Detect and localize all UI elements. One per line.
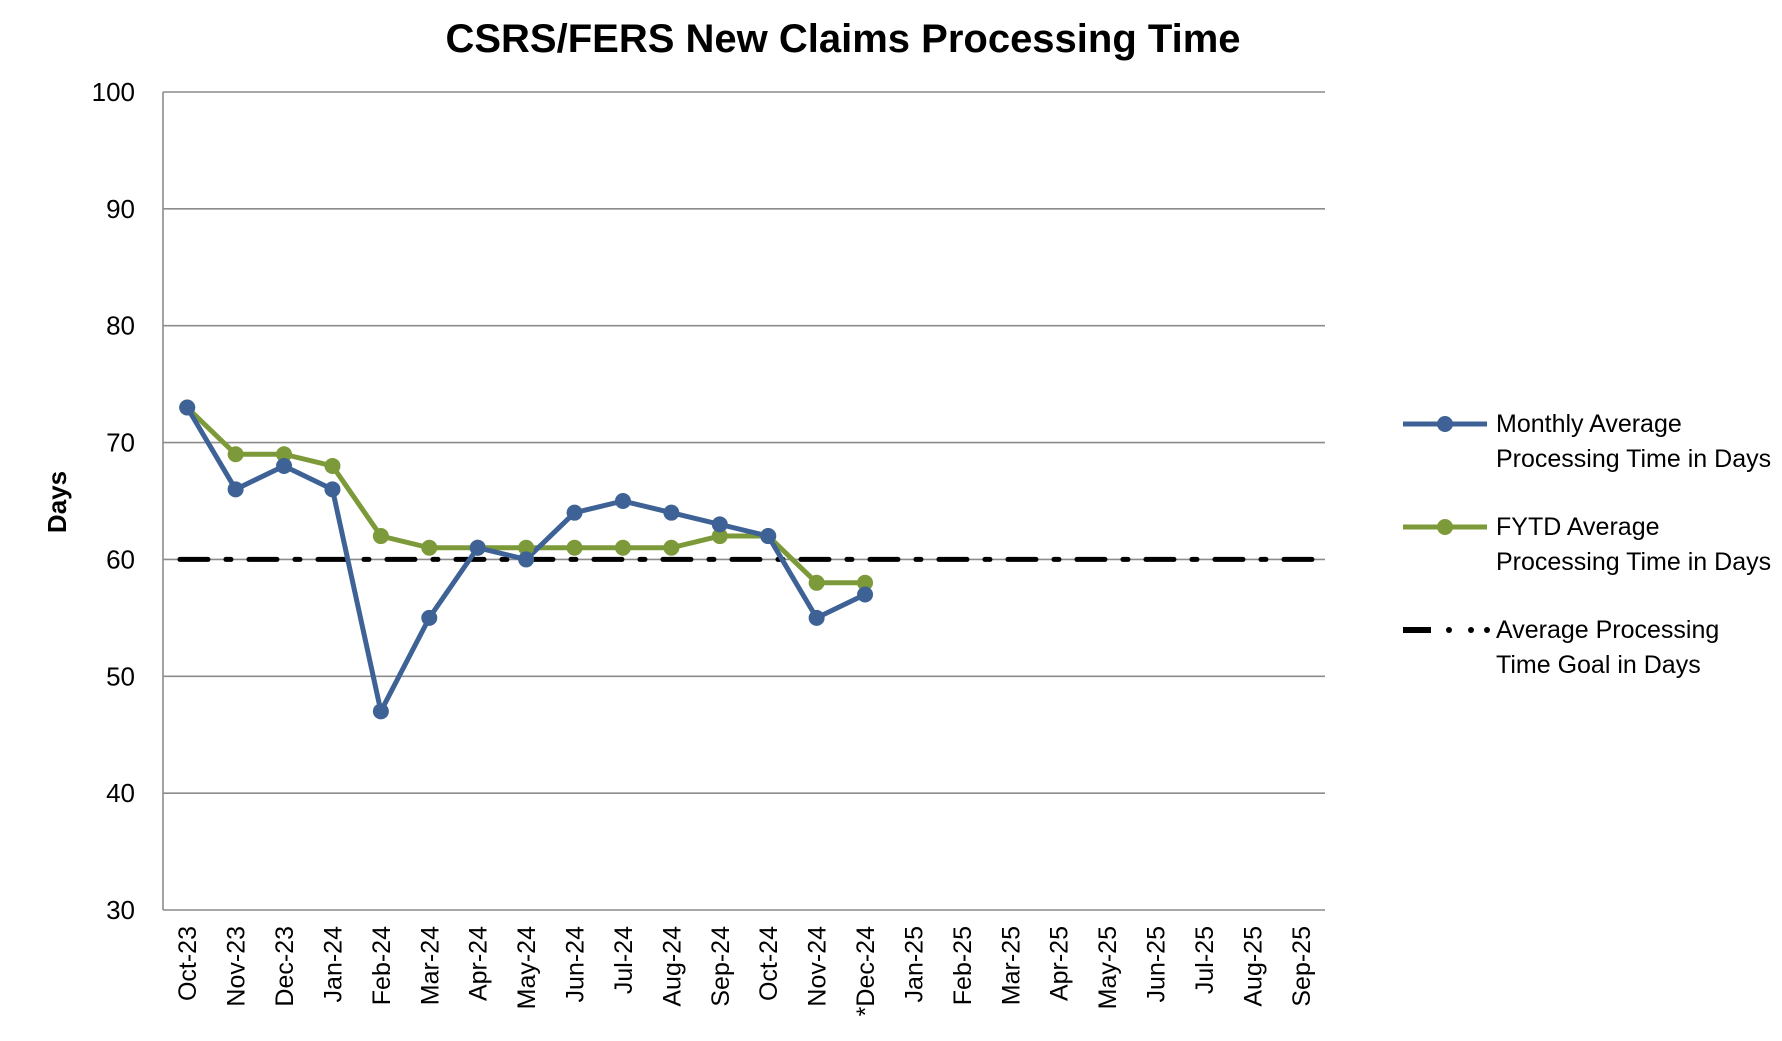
data-point-fytd	[324, 457, 341, 474]
data-point-monthly	[808, 609, 825, 626]
legend-label: Average Processing	[1496, 616, 1719, 644]
data-point-fytd	[227, 446, 244, 463]
x-tick-label: Mar-24	[416, 926, 444, 1005]
data-point-monthly	[614, 493, 631, 509]
chart-title: CSRS/FERS New Claims Processing Time	[445, 17, 1240, 61]
x-tick-label: Nov-24	[804, 926, 832, 1007]
x-tick-label: Feb-24	[368, 926, 396, 1005]
y-tick-label: 30	[106, 895, 135, 925]
x-tick-label: Aug-25	[1239, 926, 1267, 1007]
x-tick-label: Mar-25	[997, 926, 1025, 1005]
data-point-monthly	[518, 551, 535, 568]
x-tick-label: Jan-25	[900, 926, 928, 1002]
legend-label: Processing Time in Days	[1496, 445, 1771, 473]
legend-swatch-dot	[1468, 627, 1474, 633]
data-point-monthly	[663, 504, 680, 521]
x-tick-label: Dec-23	[271, 926, 299, 1007]
data-point-fytd	[276, 446, 293, 463]
y-tick-labels: 30 40 50 60 70 80 90 100	[92, 77, 135, 925]
data-point-monthly	[179, 399, 196, 416]
data-point-monthly	[421, 609, 438, 626]
data-point-fytd	[663, 539, 680, 556]
x-tick-label: May-25	[1094, 926, 1122, 1009]
data-point-monthly	[227, 481, 244, 498]
legend-marker-monthly	[1437, 416, 1453, 432]
y-tick-label: 40	[106, 778, 135, 808]
data-point-monthly	[372, 703, 389, 720]
data-point-monthly	[566, 504, 583, 521]
y-tick-label: 80	[106, 311, 135, 341]
legend-label: Processing Time in Days	[1496, 548, 1771, 576]
data-point-monthly	[857, 586, 874, 603]
data-point-monthly	[324, 481, 341, 498]
x-tick-label: Feb-25	[949, 926, 977, 1005]
data-point-fytd	[857, 574, 874, 591]
data-point-fytd	[808, 574, 825, 591]
x-tick-label: Nov-23	[223, 926, 251, 1007]
legend-swatch-dot	[1446, 627, 1452, 633]
data-point-fytd	[614, 539, 631, 556]
data-point-monthly	[760, 528, 777, 545]
data-point-fytd	[566, 539, 583, 556]
x-tick-label: May-24	[513, 926, 541, 1009]
data-point-fytd	[421, 539, 438, 556]
y-axis-label: Days	[42, 471, 72, 533]
legend-marker-fytd	[1437, 519, 1453, 535]
data-point-monthly	[711, 516, 728, 533]
x-tick-label: *Dec-24	[852, 926, 880, 1016]
x-tick-label: Sep-25	[1288, 926, 1316, 1007]
data-point-fytd	[372, 528, 389, 545]
y-tick-label: 90	[106, 194, 135, 224]
x-tick-label: Jul-24	[610, 926, 638, 994]
x-tick-label: Jul-25	[1191, 926, 1219, 994]
x-tick-label: Jun-24	[562, 926, 590, 1003]
y-tick-label: 50	[106, 661, 135, 691]
x-tick-label: Apr-25	[1046, 926, 1074, 1001]
axes	[162, 92, 1325, 911]
legend-swatch-dot	[1484, 627, 1490, 633]
x-tick-labels: Oct-23 Nov-23 Dec-23 Jan-24 Feb-24 Mar-24 Apr-…	[174, 926, 1316, 1016]
x-tick-label: Oct-24	[755, 926, 783, 1001]
data-point-monthly	[469, 539, 486, 556]
x-tick-label: Oct-23	[174, 926, 202, 1001]
legend-label: Time Goal in Days	[1496, 651, 1701, 679]
legend-label: FYTD Average	[1496, 513, 1660, 541]
data-point-monthly	[276, 457, 293, 474]
legend: Monthly Average Processing Time in Days FY…	[1403, 410, 1771, 679]
x-tick-label: Apr-24	[465, 926, 493, 1001]
y-tick-label: 70	[106, 428, 135, 458]
data-point-fytd	[711, 528, 728, 545]
legend-label: Monthly Average	[1496, 410, 1682, 438]
x-tick-label: Jan-24	[319, 926, 347, 1003]
x-tick-label: Sep-24	[707, 926, 735, 1007]
y-tick-label: 100	[92, 77, 135, 107]
y-tick-label: 60	[106, 544, 135, 574]
x-tick-label: Jun-25	[1143, 926, 1171, 1002]
gridlines	[163, 91, 1325, 794]
x-tick-label: Aug-24	[658, 926, 686, 1007]
series-markers	[179, 399, 874, 720]
data-point-fytd	[518, 539, 535, 556]
